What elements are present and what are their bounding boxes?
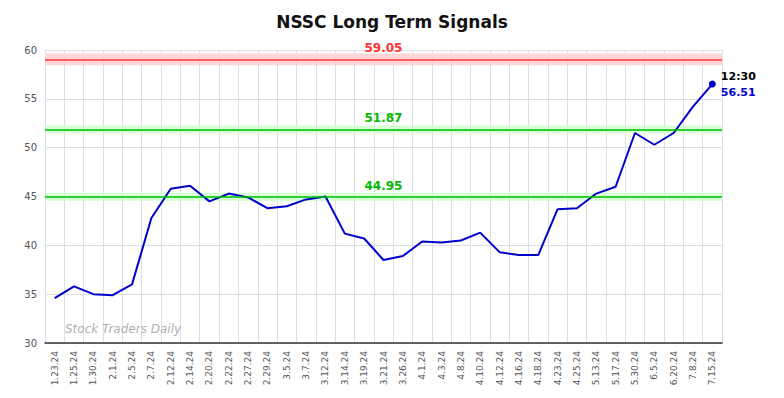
svg-text:4.3.24: 4.3.24 — [437, 351, 447, 380]
svg-text:2.12.24: 2.12.24 — [166, 351, 176, 386]
svg-text:3.12.24: 3.12.24 — [320, 351, 330, 386]
svg-text:56.51: 56.51 — [721, 86, 756, 99]
svg-text:5.17.24: 5.17.24 — [611, 351, 621, 386]
svg-text:4.18.24: 4.18.24 — [533, 351, 543, 386]
svg-text:3.26.24: 3.26.24 — [398, 351, 408, 386]
svg-text:2.1.24: 2.1.24 — [108, 351, 118, 380]
svg-text:2.22.24: 2.22.24 — [224, 351, 234, 386]
svg-text:12:30: 12:30 — [721, 70, 756, 83]
svg-text:30: 30 — [24, 338, 37, 349]
svg-text:4.8.24: 4.8.24 — [456, 351, 466, 380]
svg-text:44.95: 44.95 — [365, 179, 403, 193]
svg-text:51.87: 51.87 — [365, 111, 403, 125]
svg-text:1.23.24: 1.23.24 — [50, 351, 60, 386]
svg-text:3.21.24: 3.21.24 — [379, 351, 389, 386]
svg-text:3.19.24: 3.19.24 — [359, 351, 369, 386]
svg-text:NSSC Long Term Signals: NSSC Long Term Signals — [276, 12, 508, 32]
svg-text:60: 60 — [24, 45, 37, 56]
svg-text:6.20.24: 6.20.24 — [669, 351, 679, 386]
svg-text:2.27.24: 2.27.24 — [243, 351, 253, 386]
svg-text:45: 45 — [24, 191, 37, 202]
svg-text:40: 40 — [24, 240, 37, 251]
svg-text:2.5.24: 2.5.24 — [127, 351, 137, 380]
svg-text:1.30.24: 1.30.24 — [88, 351, 98, 386]
svg-text:2.29.24: 2.29.24 — [262, 351, 272, 386]
svg-text:59.05: 59.05 — [365, 41, 403, 55]
svg-text:4.16.24: 4.16.24 — [514, 351, 524, 386]
svg-text:3.5.24: 3.5.24 — [282, 351, 292, 380]
svg-text:1.25.24: 1.25.24 — [69, 351, 79, 386]
svg-text:4.12.24: 4.12.24 — [495, 351, 505, 386]
svg-text:4.1.24: 4.1.24 — [417, 351, 427, 380]
svg-text:50: 50 — [24, 142, 37, 153]
svg-text:5.13.24: 5.13.24 — [591, 351, 601, 386]
svg-text:4.25.24: 4.25.24 — [572, 351, 582, 386]
svg-text:5.30.24: 5.30.24 — [630, 351, 640, 386]
svg-text:4.10.24: 4.10.24 — [475, 351, 485, 386]
svg-text:4.23.24: 4.23.24 — [553, 351, 563, 386]
svg-text:7.15.24: 7.15.24 — [707, 351, 717, 386]
svg-text:6.5.24: 6.5.24 — [649, 351, 659, 380]
svg-text:35: 35 — [24, 289, 37, 300]
svg-text:Stock Traders Daily: Stock Traders Daily — [65, 322, 182, 336]
svg-text:2.20.24: 2.20.24 — [204, 351, 214, 386]
svg-text:3.14.24: 3.14.24 — [340, 351, 350, 386]
svg-text:2.14.24: 2.14.24 — [185, 351, 195, 386]
svg-text:2.7.24: 2.7.24 — [146, 351, 156, 380]
svg-text:3.7.24: 3.7.24 — [301, 351, 311, 380]
svg-text:55: 55 — [24, 93, 37, 104]
svg-text:7.8.24: 7.8.24 — [688, 351, 698, 380]
